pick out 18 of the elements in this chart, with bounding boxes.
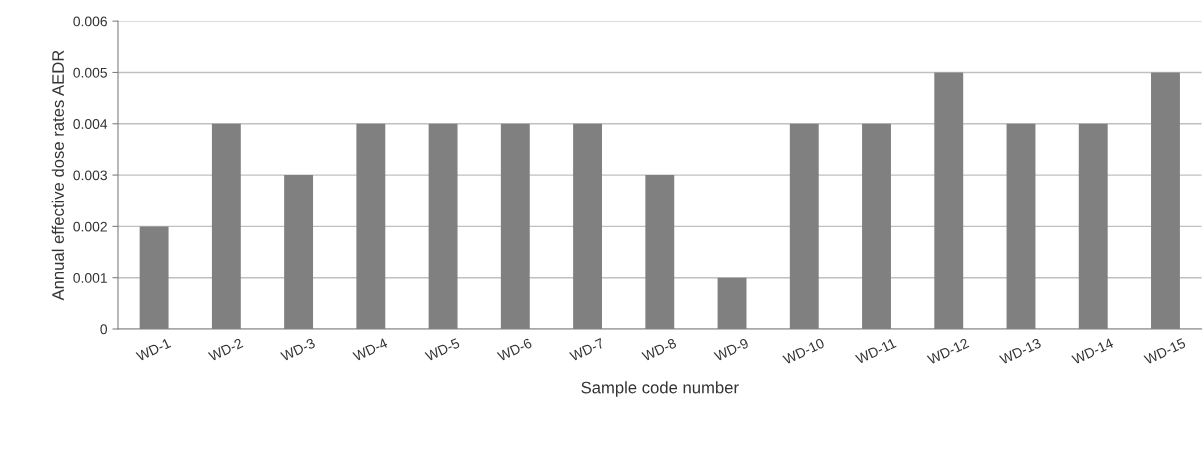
x-tick-label: WD-9: [713, 337, 750, 362]
x-tick-label: WD-5: [424, 338, 461, 362]
y-tick-label: 0: [100, 324, 108, 335]
y-tick-label: 0.002: [73, 221, 107, 232]
x-tick-label: WD-4: [352, 337, 389, 362]
x-tick-label: WD-3: [279, 337, 316, 362]
y-tick-label: 0.003: [73, 170, 107, 181]
x-tick-label: WD-6: [496, 337, 533, 362]
x-axis-title: Sample code number: [581, 381, 739, 397]
x-tick-label: WD-8: [641, 337, 677, 362]
y-tick-label: 0.006: [73, 16, 107, 27]
x-tick-label: WD-2: [207, 337, 244, 362]
x-tick-label: WD-1: [135, 338, 172, 362]
y-axis-title: Annual effective dose rates AEDR: [51, 50, 64, 301]
y-tick-label: 0.005: [73, 67, 107, 78]
x-tick-label: WD-7: [569, 338, 605, 362]
y-tick-label: 0.004: [73, 119, 108, 129]
y-tick-label: 0.001: [73, 273, 107, 283]
